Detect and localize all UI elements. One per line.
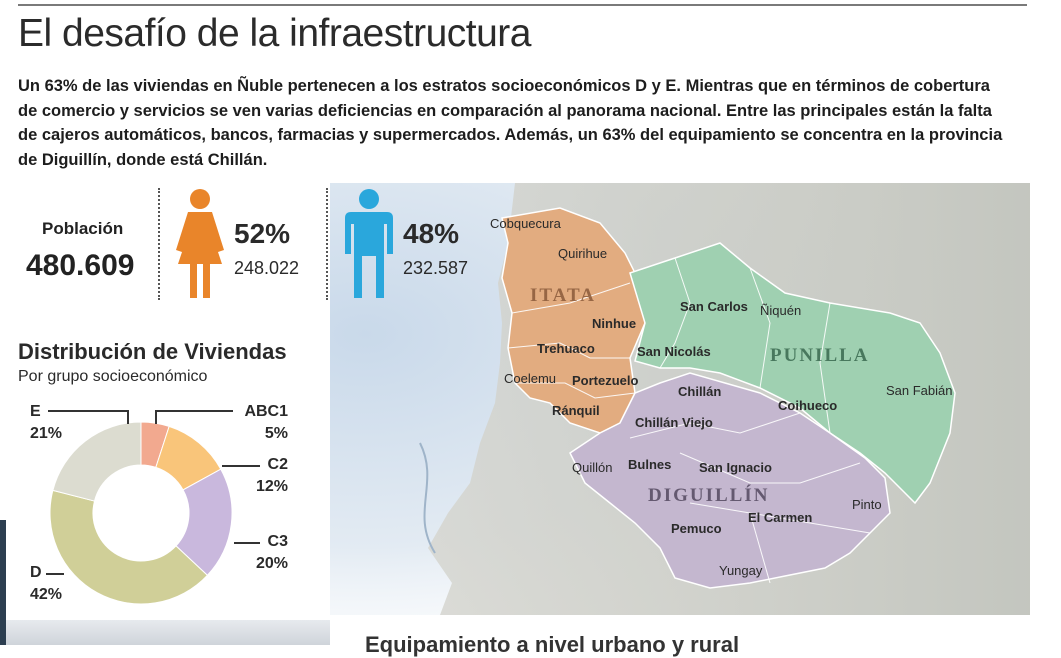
commune-el-carmen: El Carmen [748, 510, 812, 525]
next-section-heading: Equipamiento a nivel urbano y rural [365, 632, 740, 657]
province-label-punilla: PUNILLA [770, 345, 870, 366]
leader-line [222, 465, 260, 467]
distribution-title: Distribución de Viviendas [18, 339, 287, 364]
commune-pemuco: Pemuco [671, 521, 722, 536]
woman-icon [176, 189, 224, 298]
population-label: Población [42, 219, 124, 238]
donut-slice-e [52, 421, 142, 502]
commune-ranquil: Ránquil [552, 403, 600, 418]
commune-cobquecura: Cobquecura [490, 216, 562, 231]
women-count: 248.022 [234, 258, 300, 278]
commune-trehuaco: Trehuaco [537, 341, 595, 356]
label-abc1-name: ABC1 [244, 403, 288, 420]
label-c2-pct: 12% [255, 478, 288, 495]
label-e-name: E [30, 403, 41, 420]
label-e: E 21% [30, 401, 62, 445]
commune-yungay: Yungay [719, 563, 763, 578]
bottom-panel [0, 620, 330, 645]
commune-san-ignacio: San Ignacio [699, 460, 772, 475]
commune-ninhue: Ninhue [592, 316, 636, 331]
label-c3-pct: 20% [255, 555, 288, 572]
leader-line [46, 573, 64, 575]
intro-paragraph: Un 63% de las viviendas en Ñuble pertene… [18, 77, 1003, 169]
label-e-pct: 21% [30, 425, 63, 442]
nuble-map: Cobquecura Quirihue Ninhue Trehuaco Coel… [330, 183, 1030, 615]
housing-donut-chart [49, 421, 233, 605]
commune-chillan-viejo: Chillán Viejo [635, 415, 713, 430]
commune-coelemu: Coelemu [504, 371, 556, 386]
leader-line [48, 410, 128, 412]
divider [158, 188, 160, 300]
commune-quirihue: Quirihue [558, 246, 607, 261]
distribution-subtitle: Por grupo socioeconómico [18, 368, 208, 385]
page-title: El desafío de la infraestructura [18, 12, 531, 55]
label-c2-name: C2 [267, 456, 288, 473]
commune-san-nicolas: San Nicolás [637, 344, 711, 359]
label-d-pct: 42% [30, 586, 63, 603]
commune-niquen: Ñiquén [760, 303, 801, 318]
commune-bulnes: Bulnes [628, 457, 671, 472]
women-percentage: 52% [234, 218, 291, 249]
commune-san-carlos: San Carlos [680, 299, 748, 314]
commune-san-fabian: San Fabián [886, 383, 953, 398]
leader-line [234, 542, 260, 544]
commune-coihueco: Coihueco [778, 398, 837, 413]
commune-quillon: Quillón [572, 460, 612, 475]
men-percentage: 48% [403, 218, 460, 249]
commune-portezuelo: Portezuelo [572, 373, 639, 388]
leader-line [155, 410, 157, 424]
leader-line [127, 410, 129, 424]
province-punilla [629, 242, 956, 505]
label-d-name: D [30, 564, 42, 581]
label-abc1: ABC1 5% [238, 401, 288, 445]
label-c2: C2 12% [238, 454, 288, 498]
man-icon [345, 189, 393, 298]
label-c3-name: C3 [267, 533, 288, 550]
men-count: 232.587 [403, 258, 469, 278]
top-rule [18, 4, 1027, 6]
province-label-diguillin: DIGUILLÍN [648, 484, 769, 506]
label-d: D 42% [30, 562, 62, 606]
river-line [419, 442, 436, 554]
label-abc1-pct: 5% [264, 425, 288, 442]
edge-bar [0, 520, 6, 645]
commune-chillan: Chillán [678, 384, 721, 399]
commune-pinto: Pinto [852, 497, 882, 512]
population-value: 480.609 [26, 249, 135, 282]
donut-slice-d [49, 489, 209, 605]
leader-line [155, 410, 233, 412]
province-label-itata: ITATA [530, 285, 596, 306]
label-c3: C3 20% [238, 531, 288, 575]
divider [326, 188, 328, 300]
commune-borders [507, 257, 871, 584]
